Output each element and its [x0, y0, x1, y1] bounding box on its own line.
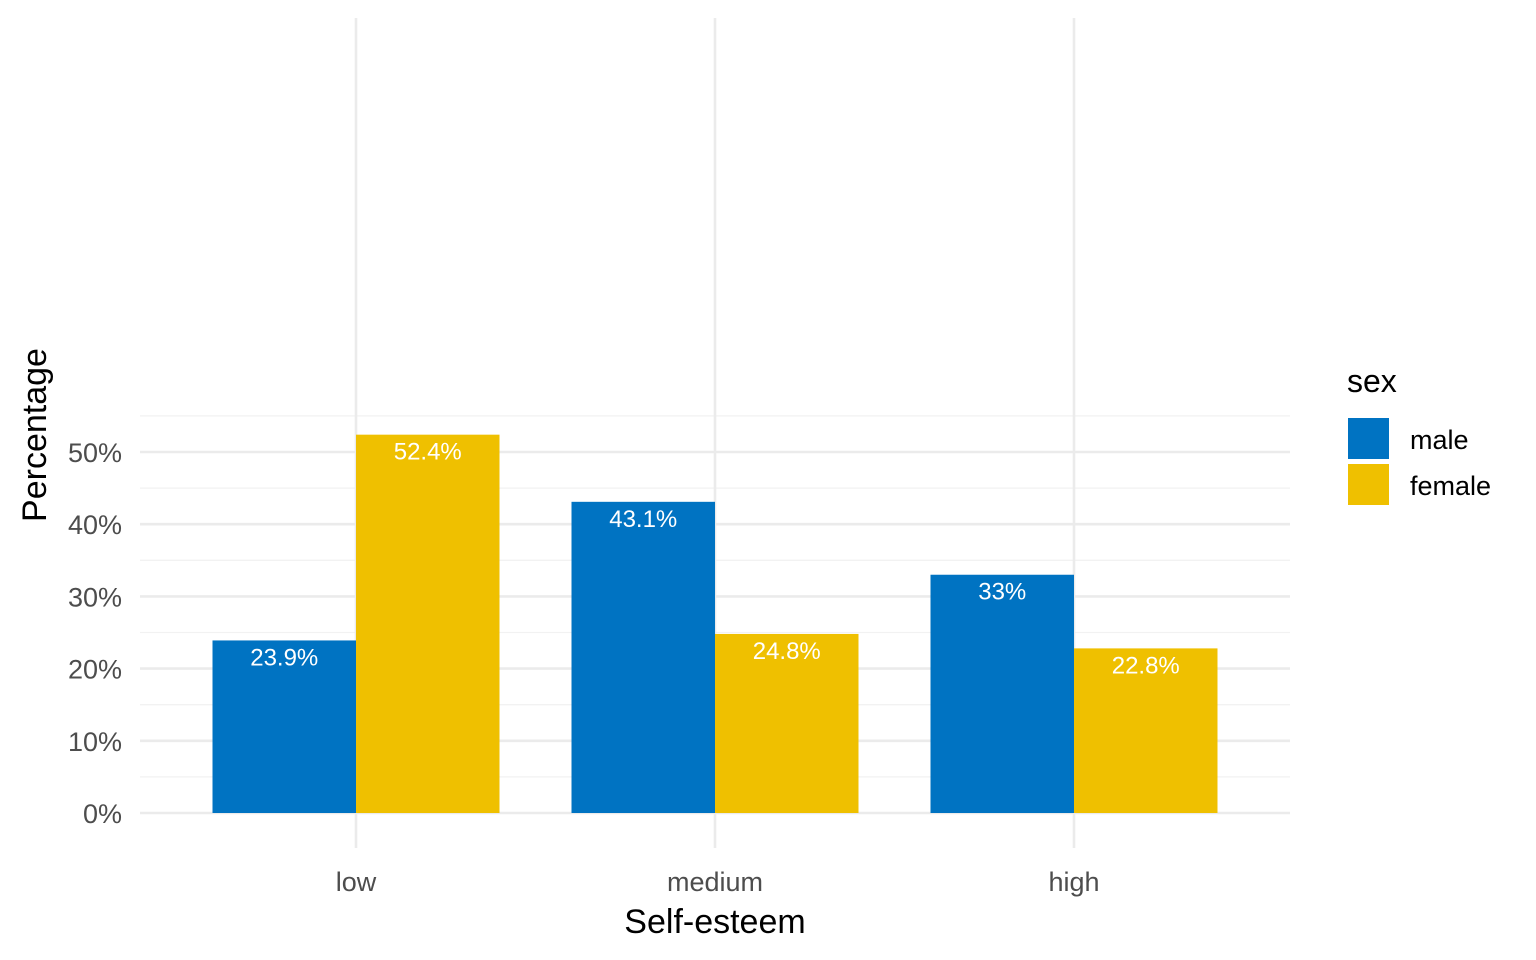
bars	[212, 434, 1218, 813]
legend-key-female	[1348, 464, 1389, 505]
data-label-female-medium: 24.8%	[753, 638, 821, 665]
bar-female-medium	[715, 633, 859, 813]
x-tick-label: medium	[667, 867, 763, 897]
y-tick-label: 50%	[68, 438, 122, 468]
legend: sex male female	[1347, 363, 1491, 505]
bar-labels: 23.9% 52.4% 43.1% 24.8% 33% 22.8%	[250, 439, 1180, 680]
data-label-male-low: 23.9%	[250, 644, 318, 671]
y-tick-label: 40%	[68, 510, 122, 540]
data-label-female-high: 22.8%	[1112, 652, 1180, 679]
bar-male-low	[212, 640, 356, 813]
bar-male-high	[930, 574, 1074, 813]
y-axis-title: Percentage	[16, 348, 54, 522]
x-tick-label: high	[1048, 867, 1099, 897]
x-axis-title: Self-esteem	[624, 903, 805, 941]
data-label-male-high: 33%	[978, 579, 1026, 606]
legend-title: sex	[1347, 363, 1397, 399]
bar-male-medium	[571, 501, 715, 813]
y-tick-label: 0%	[83, 799, 122, 829]
bar-female-low	[356, 434, 500, 813]
legend-key-male	[1348, 418, 1389, 459]
y-tick-label: 30%	[68, 582, 122, 612]
data-label-male-medium: 43.1%	[609, 506, 677, 533]
x-tick-label: low	[336, 867, 377, 897]
y-axis-ticks: 0% 10% 20% 30% 40% 50%	[68, 438, 122, 829]
legend-label-female: female	[1410, 471, 1491, 501]
data-label-female-low: 52.4%	[394, 439, 462, 466]
x-axis-ticks: low medium high	[336, 867, 1100, 897]
y-tick-label: 10%	[68, 727, 122, 757]
y-tick-label: 20%	[68, 655, 122, 685]
bar-female-high	[1074, 648, 1218, 813]
legend-label-male: male	[1410, 425, 1469, 455]
